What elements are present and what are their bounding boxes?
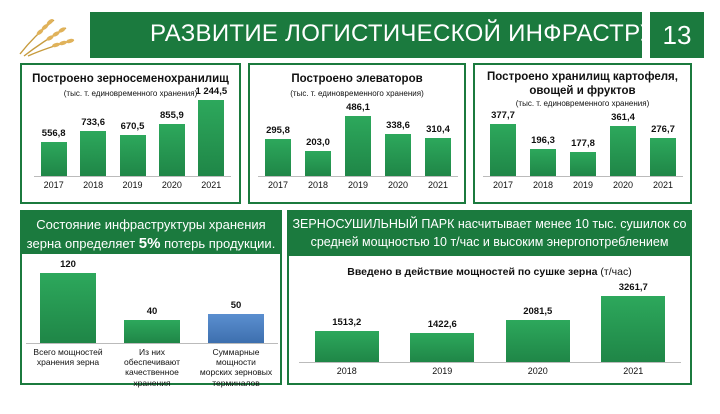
chart-bar (385, 134, 411, 176)
chart-bar (490, 124, 516, 176)
x-tick-label: 2018 (336, 366, 357, 376)
chart-title-line2: овощей и фруктов (529, 85, 636, 97)
banner-line1: Состояние инфраструктуры хранения (36, 217, 266, 232)
bar-value-label: 196,3 (531, 134, 555, 146)
bar-value-label: 2081,5 (523, 305, 553, 317)
x-tick-label: 2019 (432, 366, 453, 376)
x-tick-label: 2019 (122, 180, 143, 190)
chart-bar (158, 123, 185, 176)
x-tick-label: 2020 (387, 180, 409, 190)
chart-bar (314, 331, 379, 362)
chart-bar (208, 313, 264, 343)
x-tick-label: Всего мощностей хранения зерна (33, 347, 103, 368)
x-tick-label: 2017 (43, 180, 64, 190)
bar-value-label: 295,8 (266, 125, 290, 137)
x-tick-label: 2019 (572, 180, 594, 190)
x-axis (26, 343, 278, 344)
x-axis (258, 176, 458, 177)
bar-value-label: 3261,7 (618, 282, 648, 293)
chart-bar (601, 296, 666, 362)
bar-value-label: 338,6 (386, 120, 410, 132)
x-tick-label: Из них обеспечивают качественное хранения (124, 347, 180, 388)
banner-line2: зерна определяет 5% потерь продукции. (26, 234, 276, 252)
x-tick-label: 2020 (527, 366, 548, 376)
bar-value-label: 120 (60, 259, 76, 270)
bar-value-label: 1422,6 (427, 319, 457, 331)
bar-value-label: 50 (230, 299, 242, 311)
chart-bar (505, 319, 570, 362)
wheat-ears-icon (14, 6, 84, 58)
grain-drying-banner: ЗЕРНОСУШИЛЬНЫЙ ПАРК насчитывает менее 10… (289, 212, 690, 256)
chart-bar (40, 273, 96, 343)
chart-bar (124, 319, 180, 343)
bar-value-label: 276,7 (651, 123, 675, 135)
chart-bar (80, 131, 107, 176)
x-tick-label: 2021 (652, 180, 674, 190)
storage-state-banner: Состояние инфраструктуры хранения зерна … (22, 212, 280, 254)
chart-subtitle: (тыс. т. единовременного хранения) (290, 89, 424, 98)
chart-subtitle: (тыс. т. единовременного хранения) (515, 99, 650, 108)
x-tick-label: 2018 (532, 180, 554, 190)
x-tick-label: 2017 (267, 180, 289, 190)
bar-value-label: 361,4 (611, 112, 635, 124)
chart-bar (198, 100, 225, 176)
chart-title: Введено в действие мощностей по сушке зе… (347, 266, 632, 278)
chart-bar (40, 141, 67, 176)
bar-value-label: 177,8 (571, 137, 595, 149)
x-tick-label: 2018 (83, 180, 104, 190)
x-tick-label: Суммарные мощности морских зерновых термин… (199, 347, 273, 388)
header-bar (90, 12, 642, 58)
chart-title: Построено элеваторов (291, 73, 423, 85)
page-title: РАЗВИТИЕ ЛОГИСТИЧЕСКОЙ ИНФРАСТРУКТУРЫ (150, 20, 720, 47)
x-axis (483, 176, 683, 177)
x-tick-label: 2017 (492, 180, 514, 190)
bar-value-label: 733,6 (81, 117, 105, 129)
banner-line1: ЗЕРНОСУШИЛЬНЫЙ ПАРК насчитывает менее 10… (292, 217, 687, 231)
page-number: 13 (650, 12, 704, 58)
x-tick-label: 2020 (161, 180, 182, 190)
chart-bar (610, 126, 636, 176)
x-tick-label: 2021 (623, 366, 644, 376)
chart-bar (410, 333, 475, 362)
chart-bar (425, 137, 451, 176)
chart-panel-seed-storage: Построено зерносеменохранилищ (тыс. т. е… (20, 63, 241, 204)
x-tick-label: 2021 (427, 180, 449, 190)
bar-value-label: 377,7 (491, 110, 515, 121)
chart-panel-elevators: Построено элеваторов (тыс. т. единовреме… (248, 63, 466, 204)
chart-bar (345, 116, 371, 176)
chart-panel-vegetable-storage: Построено хранилищ картофеля, овощей и ф… (473, 63, 692, 204)
chart-bar (570, 151, 596, 176)
chart-bar (305, 150, 331, 176)
x-axis (299, 362, 681, 363)
chart-subtitle: (тыс. т. единовременного хранения) (63, 89, 198, 98)
banner-line2: средней мощностью 10 т/час и высоким эне… (310, 234, 669, 249)
chart-bar (530, 148, 556, 176)
bar-value-label: 670,5 (120, 121, 145, 133)
bar-value-label: 203,0 (306, 136, 330, 148)
x-axis (34, 176, 231, 177)
storage-state-panel: Состояние инфраструктуры хранения зерна … (20, 210, 282, 388)
bar-value-label: 1 244,5 (195, 86, 228, 97)
x-tick-label: 2018 (307, 180, 329, 190)
chart-title: Построено зерносеменохранилищ (32, 73, 229, 85)
bar-value-label: 855,9 (160, 109, 184, 121)
chart-bar (265, 139, 291, 176)
bar-value-label: 310,4 (426, 123, 450, 135)
chart-bar (650, 137, 676, 176)
grain-drying-panel: ЗЕРНОСУШИЛЬНЫЙ ПАРК насчитывает менее 10… (287, 210, 692, 385)
bar-value-label: 1513,2 (332, 317, 362, 329)
bar-value-label: 40 (146, 305, 158, 317)
x-tick-label: 2021 (201, 180, 222, 190)
x-tick-label: 2020 (612, 180, 634, 190)
chart-bar (119, 135, 146, 176)
loss-percent: 5% (138, 234, 161, 252)
chart-title-line1: Построено хранилищ картофеля, (487, 71, 678, 83)
bar-value-label: 486,1 (346, 102, 370, 113)
bar-value-label: 556,8 (41, 127, 66, 139)
x-tick-label: 2019 (347, 180, 369, 190)
